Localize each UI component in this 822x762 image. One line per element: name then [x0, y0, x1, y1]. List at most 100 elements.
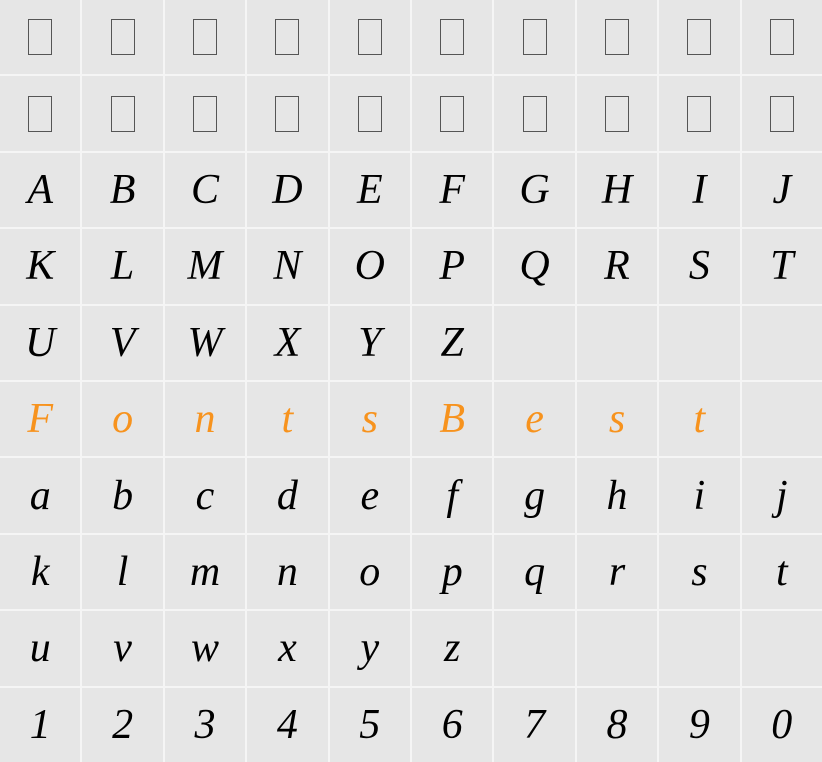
glyph-cell[interactable]: w [165, 611, 245, 685]
glyph-cell[interactable]: t [659, 382, 739, 456]
glyph-cell-placeholder[interactable] [577, 0, 657, 74]
glyph-cell[interactable]: q [494, 535, 574, 609]
glyph-cell-placeholder[interactable] [330, 0, 410, 74]
glyph-cell[interactable]: n [247, 535, 327, 609]
glyph-cell[interactable]: I [659, 153, 739, 227]
glyph-cell[interactable]: H [577, 153, 657, 227]
glyph-cell[interactable]: E [330, 153, 410, 227]
glyph-cell[interactable]: d [247, 458, 327, 532]
glyph-cell[interactable]: N [247, 229, 327, 303]
glyph-cell-placeholder[interactable] [742, 0, 822, 74]
glyph-cell[interactable]: b [82, 458, 162, 532]
notdef-glyph-icon [275, 19, 299, 55]
glyph-cell[interactable]: t [742, 535, 822, 609]
glyph-cell[interactable]: X [247, 306, 327, 380]
glyph-cell[interactable]: n [165, 382, 245, 456]
glyph-cell[interactable]: C [165, 153, 245, 227]
glyph-cell[interactable]: V [82, 306, 162, 380]
glyph-cell[interactable]: o [330, 535, 410, 609]
glyph-cell[interactable]: s [659, 535, 739, 609]
glyph-cell[interactable]: F [412, 153, 492, 227]
glyph-cell[interactable]: Q [494, 229, 574, 303]
glyph-cell[interactable]: S [659, 229, 739, 303]
glyph-cell[interactable]: 6 [412, 688, 492, 762]
glyph-cell[interactable]: s [330, 382, 410, 456]
glyph-cell-placeholder[interactable] [494, 0, 574, 74]
glyph-cell[interactable]: p [412, 535, 492, 609]
glyph-cell-placeholder[interactable] [659, 76, 739, 150]
glyph-cell[interactable]: 2 [82, 688, 162, 762]
glyph-cell[interactable]: 5 [330, 688, 410, 762]
glyph-cell-placeholder[interactable] [82, 76, 162, 150]
glyph-cell-placeholder[interactable] [82, 0, 162, 74]
glyph-cell[interactable]: i [659, 458, 739, 532]
glyph-cell-placeholder[interactable] [165, 0, 245, 74]
glyph-cell[interactable]: a [0, 458, 80, 532]
glyph-cell[interactable]: k [0, 535, 80, 609]
notdef-glyph-icon [28, 19, 52, 55]
glyph-cell[interactable]: Z [412, 306, 492, 380]
glyph-cell[interactable]: f [412, 458, 492, 532]
notdef-glyph-icon [358, 19, 382, 55]
notdef-glyph-icon [605, 96, 629, 132]
glyph-cell-empty [742, 382, 822, 456]
glyph-cell-placeholder[interactable] [742, 76, 822, 150]
glyph-cell[interactable]: U [0, 306, 80, 380]
glyph-cell-placeholder[interactable] [0, 0, 80, 74]
glyph-cell[interactable]: O [330, 229, 410, 303]
glyph-cell[interactable]: m [165, 535, 245, 609]
glyph-cell-placeholder[interactable] [330, 76, 410, 150]
glyph-cell[interactable]: 4 [247, 688, 327, 762]
glyph-cell[interactable]: 1 [0, 688, 80, 762]
glyph-cell-placeholder[interactable] [0, 76, 80, 150]
glyph-cell[interactable]: K [0, 229, 80, 303]
glyph-cell[interactable]: R [577, 229, 657, 303]
glyph-cell-empty [742, 306, 822, 380]
glyph-cell[interactable]: 0 [742, 688, 822, 762]
glyph-cell[interactable]: 3 [165, 688, 245, 762]
glyph-cell[interactable]: t [247, 382, 327, 456]
glyph-cell-placeholder[interactable] [577, 76, 657, 150]
glyph-cell[interactable]: e [494, 382, 574, 456]
glyph-cell-placeholder[interactable] [412, 0, 492, 74]
glyph-cell[interactable]: z [412, 611, 492, 685]
glyph-cell-placeholder[interactable] [247, 76, 327, 150]
glyph-cell[interactable]: j [742, 458, 822, 532]
glyph-cell-placeholder[interactable] [247, 0, 327, 74]
glyph-cell[interactable]: o [82, 382, 162, 456]
notdef-glyph-icon [770, 19, 794, 55]
glyph-cell[interactable]: D [247, 153, 327, 227]
glyph-cell[interactable]: T [742, 229, 822, 303]
glyph-cell[interactable]: J [742, 153, 822, 227]
glyph-cell[interactable]: g [494, 458, 574, 532]
glyph-cell[interactable]: v [82, 611, 162, 685]
glyph-cell[interactable]: h [577, 458, 657, 532]
glyph-cell[interactable]: l [82, 535, 162, 609]
glyph-cell[interactable]: 7 [494, 688, 574, 762]
glyph-cell[interactable]: G [494, 153, 574, 227]
glyph-cell[interactable]: Y [330, 306, 410, 380]
glyph-cell[interactable]: s [577, 382, 657, 456]
glyph-cell[interactable]: B [82, 153, 162, 227]
glyph-cell-placeholder[interactable] [165, 76, 245, 150]
glyph-cell[interactable]: c [165, 458, 245, 532]
glyph-cell[interactable]: A [0, 153, 80, 227]
glyph-cell-placeholder[interactable] [659, 0, 739, 74]
glyph-cell[interactable]: 9 [659, 688, 739, 762]
glyph-cell[interactable]: x [247, 611, 327, 685]
glyph-cell[interactable]: B [412, 382, 492, 456]
glyph-cell[interactable]: 8 [577, 688, 657, 762]
notdef-glyph-icon [275, 96, 299, 132]
glyph-cell[interactable]: y [330, 611, 410, 685]
glyph-cell[interactable]: e [330, 458, 410, 532]
glyph-cell[interactable]: F [0, 382, 80, 456]
glyph-cell[interactable]: u [0, 611, 80, 685]
glyph-cell-placeholder[interactable] [412, 76, 492, 150]
glyph-cell[interactable]: L [82, 229, 162, 303]
glyph-cell-placeholder[interactable] [494, 76, 574, 150]
glyph-cell[interactable]: M [165, 229, 245, 303]
glyph-cell[interactable]: W [165, 306, 245, 380]
glyph-cell[interactable]: P [412, 229, 492, 303]
glyph-cell[interactable]: r [577, 535, 657, 609]
notdef-glyph-icon [687, 96, 711, 132]
